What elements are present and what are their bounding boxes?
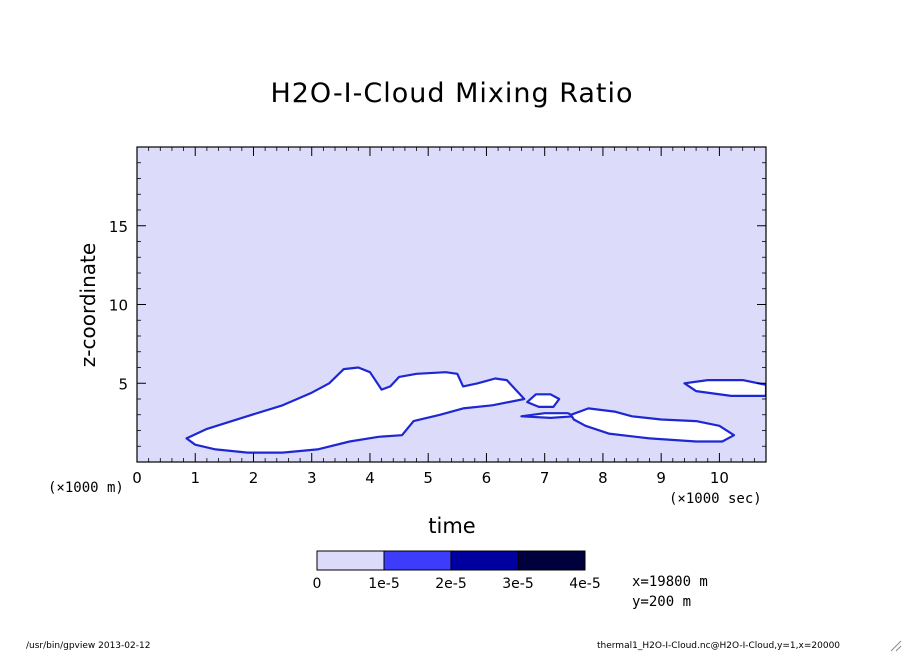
x-tick-label: 7 <box>540 469 550 487</box>
plot-background <box>137 147 766 462</box>
x-tick-label: 3 <box>307 469 317 487</box>
colorbar-level-label: 2e-5 <box>435 576 466 592</box>
cloud-region-right-upper <box>683 379 766 397</box>
y-tick-label: 5 <box>118 375 128 393</box>
info-y-position: y=200 m <box>632 594 692 610</box>
x-tick-label: 0 <box>132 469 142 487</box>
x-axis-unit: (×1000 sec) <box>669 491 762 507</box>
y-tick-label: 15 <box>109 218 128 236</box>
resize-grip-icon[interactable] <box>890 640 902 652</box>
x-tick-label: 10 <box>710 469 729 487</box>
x-axis-label: time <box>0 514 904 538</box>
x-tick-label: 6 <box>482 469 492 487</box>
footer-right-text: thermal1_H2O-I-Cloud.nc@H2O-I-Cloud,y=1,… <box>597 641 841 651</box>
x-tick-label: 2 <box>249 469 259 487</box>
cloud-region-right-low <box>569 407 736 443</box>
info-x-position: x=19800 m <box>632 574 708 590</box>
colorbar-level-label: 1e-5 <box>368 576 399 592</box>
cloud-region-main <box>185 366 526 454</box>
x-tick-label: 9 <box>656 469 666 487</box>
colorbar-swatch <box>316 550 385 571</box>
x-tick-label: 5 <box>423 469 433 487</box>
footer-left-text: /usr/bin/gpview 2013-02-12 <box>26 641 151 651</box>
chart-title: H2O-I-Cloud Mixing Ratio <box>270 78 634 109</box>
cloud-region-mid-small <box>526 393 561 408</box>
x-tick-label: 8 <box>598 469 608 487</box>
x-tick-label: 4 <box>365 469 375 487</box>
y-axis-label: z-coordinate <box>76 242 100 368</box>
colorbar-swatch <box>517 550 586 571</box>
y-tick-label: 10 <box>109 297 128 315</box>
colorbar-swatch <box>450 550 519 571</box>
colorbar-level-label: 4e-5 <box>569 576 600 592</box>
colorbar-swatch <box>383 550 452 571</box>
x-axis-label-text: time <box>428 514 476 538</box>
colorbar-level-label: 0 <box>313 576 322 592</box>
colorbar-level-label: 3e-5 <box>502 576 533 592</box>
x-tick-label: 1 <box>190 469 200 487</box>
y-axis-unit: (×1000 m) <box>48 480 124 496</box>
